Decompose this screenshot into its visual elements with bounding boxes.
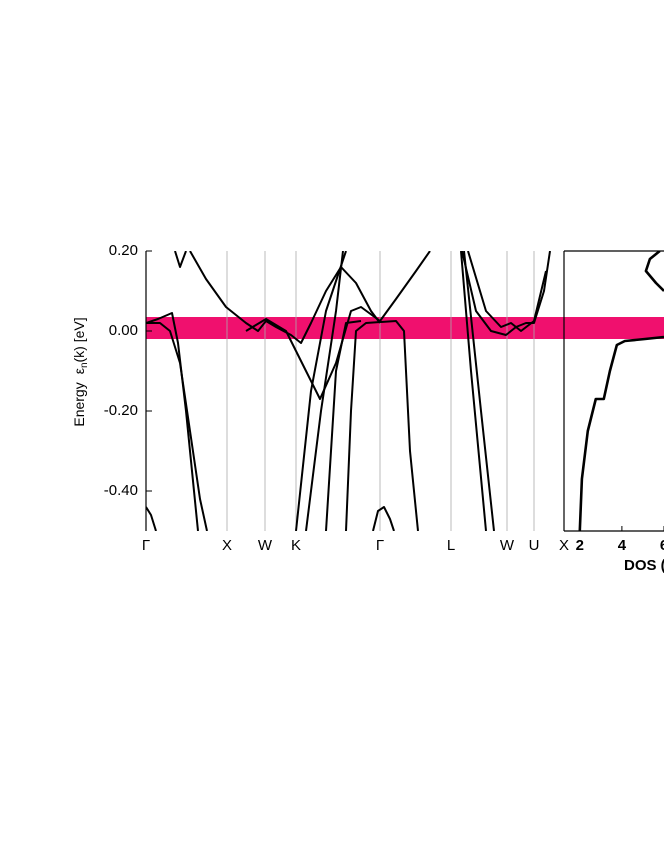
band: [372, 506, 395, 531]
x-tick-label: U: [529, 537, 540, 554]
band: [467, 251, 547, 332]
x-tick-label: W: [500, 537, 515, 554]
y-label-symbol: ε: [71, 368, 87, 374]
y-tick-label: -0.20: [104, 402, 138, 419]
band: [463, 251, 495, 531]
band: [325, 320, 362, 531]
band: [146, 322, 208, 531]
y-tick-label: 0.20: [109, 242, 138, 259]
y-axis-label: Energy εn(k) [eV]: [71, 317, 90, 426]
dos-curve: [578, 251, 664, 531]
x-tick-label: L: [447, 537, 455, 554]
fermi-window: [146, 317, 564, 339]
y-label-subscript: n: [79, 362, 90, 368]
x-tick-label: 4: [618, 537, 627, 554]
x-tick-label: 2: [576, 537, 584, 554]
band: [146, 506, 157, 531]
x-tick-label: Γ: [142, 537, 150, 554]
y-tick-label: 0.00: [109, 322, 138, 339]
x-axis-label: DOS (: [624, 557, 664, 574]
x-tick-label: 6: [660, 537, 664, 554]
x-tick-label: Γ: [376, 537, 384, 554]
fermi-window: [564, 317, 664, 339]
band: [460, 251, 487, 531]
band: [345, 320, 419, 531]
band: [146, 312, 199, 531]
band: [189, 251, 381, 344]
y-label-word: Energy: [71, 382, 87, 426]
band: [295, 251, 347, 531]
x-tick-label: X: [559, 537, 569, 554]
x-tick-label: K: [291, 537, 301, 554]
band: [305, 251, 344, 531]
band: [174, 251, 187, 268]
y-label-unit: (k) [eV]: [71, 317, 87, 362]
x-tick-label: W: [258, 537, 273, 554]
x-tick-label: X: [222, 537, 232, 554]
y-tick-label: -0.40: [104, 482, 138, 499]
